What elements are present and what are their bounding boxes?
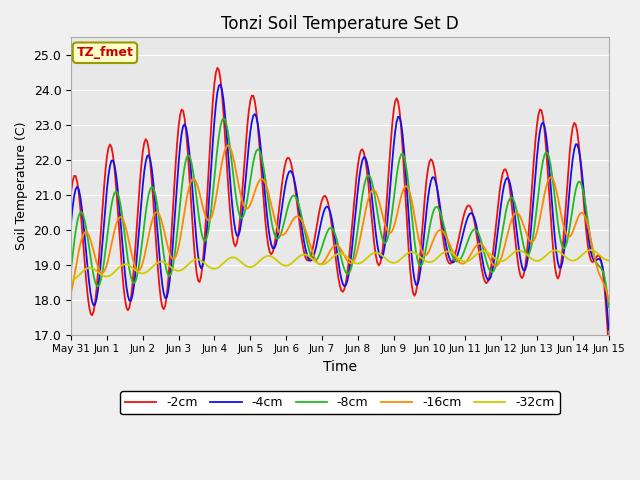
-16cm [67,290,75,296]
-8cm [67,265,75,271]
-2cm [214,65,221,71]
Text: TZ_fmet: TZ_fmet [77,46,133,59]
-2cm [375,263,383,268]
-32cm [67,277,75,283]
-16cm [605,299,612,304]
-4cm [605,327,612,333]
-16cm [224,143,232,148]
-8cm [83,225,90,230]
-32cm [167,264,175,270]
-32cm [373,250,381,256]
-4cm [541,123,548,129]
-8cm [541,152,548,158]
Legend: -2cm, -4cm, -8cm, -16cm, -32cm: -2cm, -4cm, -8cm, -16cm, -32cm [120,391,560,414]
-32cm [83,266,90,272]
-16cm [393,214,401,219]
-32cm [587,247,595,253]
-32cm [539,255,547,261]
-16cm [375,197,383,203]
-4cm [375,250,383,255]
Line: -16cm: -16cm [71,145,609,301]
X-axis label: Time: Time [323,360,357,374]
Y-axis label: Soil Temperature (C): Soil Temperature (C) [15,121,28,250]
Line: -4cm: -4cm [71,84,609,330]
Line: -32cm: -32cm [71,250,609,280]
-16cm [83,229,90,235]
-4cm [167,263,175,268]
Title: Tonzi Soil Temperature Set D: Tonzi Soil Temperature Set D [221,15,459,33]
-4cm [83,249,90,254]
-32cm [391,260,399,265]
-2cm [67,189,75,194]
-4cm [404,212,412,217]
-16cm [541,192,548,197]
-8cm [393,173,401,179]
-8cm [375,217,383,223]
-16cm [404,186,412,192]
-8cm [404,182,412,188]
-4cm [216,82,224,87]
-32cm [605,257,612,263]
-2cm [404,245,412,251]
-8cm [167,271,175,276]
-2cm [393,96,401,101]
-4cm [67,219,75,225]
Line: -2cm: -2cm [71,68,609,346]
Line: -8cm: -8cm [71,118,609,307]
-8cm [220,115,227,121]
-4cm [393,119,401,125]
-2cm [541,126,548,132]
-16cm [167,254,175,260]
-2cm [167,235,175,241]
-8cm [605,304,612,310]
-2cm [83,276,90,282]
-32cm [403,251,411,256]
-2cm [605,343,612,349]
